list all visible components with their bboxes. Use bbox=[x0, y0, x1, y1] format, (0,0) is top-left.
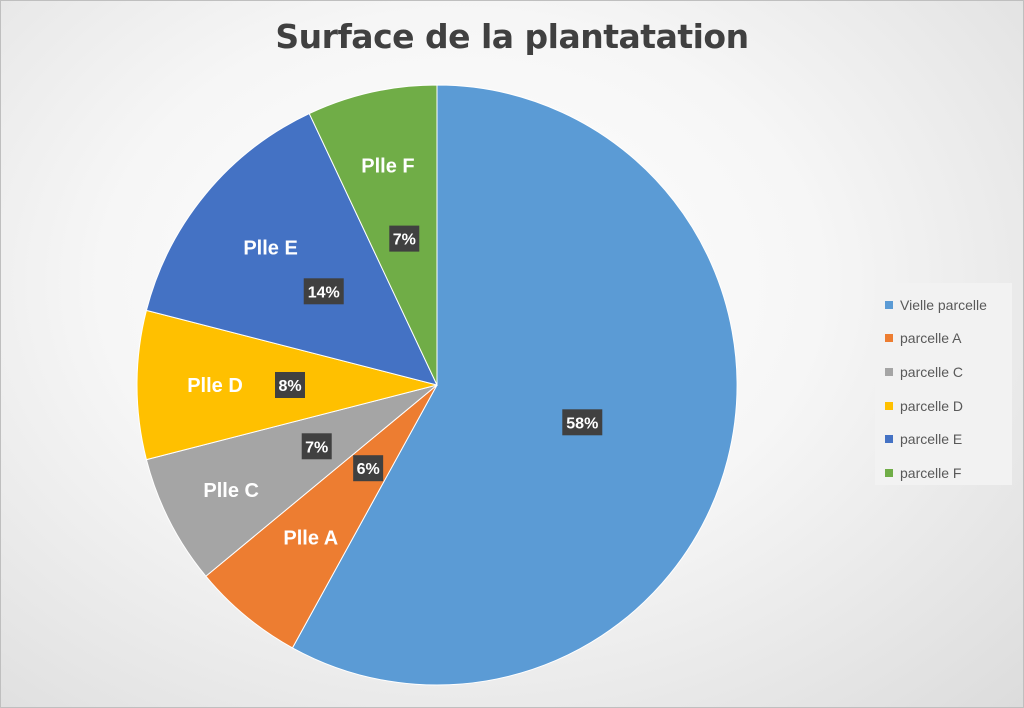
data-label-percent-text: 7% bbox=[305, 439, 328, 456]
legend-item: parcelle E bbox=[875, 422, 1012, 456]
pie-slice-vielle-parcelle bbox=[291, 84, 738, 686]
legend-label: parcelle D bbox=[900, 397, 964, 414]
legend-item: parcelle A bbox=[875, 322, 1012, 356]
data-label-percent-text: 14% bbox=[308, 284, 340, 301]
data-label-category: Plle E bbox=[243, 237, 297, 259]
legend-item: parcelle D bbox=[875, 389, 1012, 423]
legend-swatch bbox=[885, 468, 893, 477]
data-label-percent-text: 6% bbox=[357, 461, 380, 478]
legend-item: parcelle F bbox=[875, 456, 1012, 490]
data-label-box bbox=[389, 225, 420, 252]
legend-swatch bbox=[885, 334, 893, 343]
data-label-percent-text: 58% bbox=[566, 415, 598, 432]
data-label-percent: 14% bbox=[303, 278, 344, 305]
legend-label: parcelle F bbox=[900, 464, 962, 481]
legend-label: parcelle A bbox=[900, 330, 962, 347]
data-label-box bbox=[353, 455, 384, 482]
chart-title: Surface de la plantatation bbox=[275, 17, 749, 56]
legend-swatch bbox=[885, 367, 893, 376]
data-label-percent-text: 8% bbox=[278, 378, 301, 395]
data-label-percent: 58% bbox=[562, 409, 603, 436]
legend-item: parcelle C bbox=[875, 355, 1012, 389]
legend-swatch bbox=[885, 435, 893, 444]
data-label-percent: 7% bbox=[301, 433, 332, 460]
data-label-category: Plle A bbox=[283, 528, 338, 550]
data-label-category: Plle C bbox=[203, 480, 259, 502]
legend-label: parcelle C bbox=[900, 363, 964, 380]
pie-slice-parcelle-c bbox=[145, 384, 438, 577]
pie-slice-parcelle-f bbox=[308, 84, 438, 386]
data-label-category: Plle D bbox=[187, 375, 243, 397]
legend-label: parcelle E bbox=[900, 431, 963, 448]
data-label-percent: 8% bbox=[275, 372, 305, 398]
legend-item: Vielle parcelle bbox=[875, 288, 1012, 322]
data-label-box bbox=[275, 372, 305, 398]
data-label-category: Plle F bbox=[361, 155, 414, 177]
data-label-box bbox=[301, 433, 332, 460]
legend-label: Vielle parcelle bbox=[900, 296, 987, 313]
data-label-percent: 7% bbox=[389, 225, 420, 252]
data-label-percent-text: 7% bbox=[393, 232, 416, 249]
data-label-box bbox=[562, 409, 603, 436]
data-label-box bbox=[303, 278, 344, 305]
pie-slice-parcelle-e bbox=[145, 112, 438, 386]
data-label-percent: 6% bbox=[353, 455, 384, 482]
legend-swatch bbox=[885, 300, 893, 309]
legend-swatch bbox=[885, 401, 893, 410]
legend: Vielle parcelle parcelle A parcelle C parce… bbox=[875, 283, 1012, 485]
